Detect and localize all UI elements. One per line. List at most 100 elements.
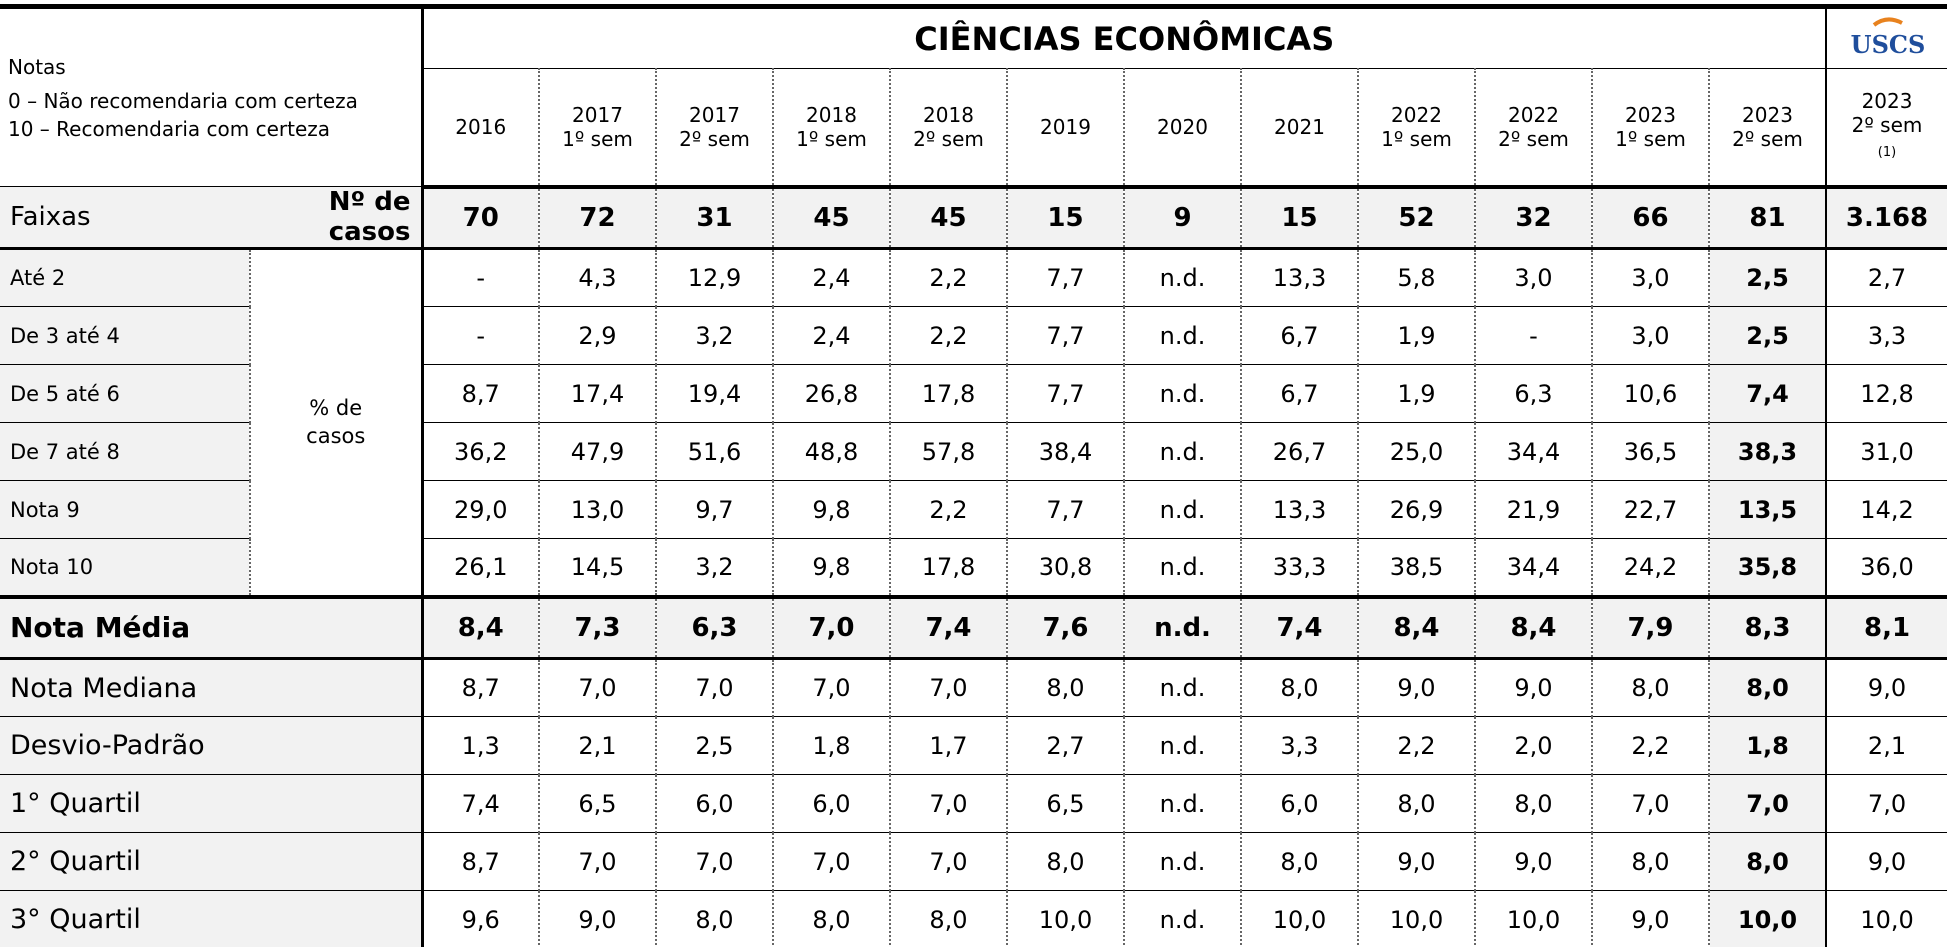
row-label: Nota 10 <box>0 538 251 597</box>
column-header: 2018 1º sem <box>772 68 890 189</box>
stat-value: 7,0 <box>772 658 890 717</box>
stat-value: n.d. <box>1123 716 1241 775</box>
column-header: 2019 <box>1006 68 1124 189</box>
row-label: De 3 até 4 <box>0 306 251 365</box>
percent-value: - <box>1474 306 1592 365</box>
column-year: 2019 <box>1040 114 1091 139</box>
percent-value: - <box>420 248 539 307</box>
row-label: Faixas <box>0 186 250 250</box>
table-row: 3° Quartil 9,6 9,0 8,0 8,0 8,0 10,0 n.d. 10,0 10,… <box>0 890 1947 947</box>
percent-value: 36,5 <box>1591 422 1709 481</box>
percent-value: 36,0 <box>1825 538 1947 597</box>
case-count: 15 <box>1006 186 1124 250</box>
case-count: 70 <box>420 186 539 250</box>
row-label: Nota Mediana <box>0 658 422 717</box>
stat-value: 7,4 <box>420 774 539 833</box>
stat-value: 7,0 <box>772 832 890 891</box>
percent-value: 7,7 <box>1006 364 1124 423</box>
stat-value: n.d. <box>1123 890 1241 947</box>
stat-value: 9,0 <box>1474 658 1592 717</box>
stat-value: 9,0 <box>1474 832 1592 891</box>
stat-value: 10,0 <box>1474 890 1592 947</box>
percent-value: 21,9 <box>1474 480 1592 539</box>
percent-value: 2,4 <box>772 306 890 365</box>
percent-value: 3,0 <box>1591 248 1709 307</box>
note-line: 0 – Não recomendaria com certeza <box>8 88 358 113</box>
stat-value: 9,0 <box>538 890 656 947</box>
case-count: 32 <box>1474 186 1592 250</box>
percent-value: 22,7 <box>1591 480 1709 539</box>
logo-mark: USCS <box>1851 17 1925 59</box>
stat-value: 8,0 <box>1707 832 1827 891</box>
logo-arc <box>1872 17 1903 27</box>
column-semester: 1º sem <box>1615 126 1686 151</box>
stat-value: 6,0 <box>655 774 773 833</box>
column-semester: 1º sem <box>796 126 867 151</box>
table-title: CIÊNCIAS ECONÔMICAS <box>420 4 1827 69</box>
stat-value: 2,2 <box>1591 716 1709 775</box>
percent-value: 48,8 <box>772 422 890 481</box>
case-count: 81 <box>1707 186 1827 250</box>
percent-value: 47,9 <box>538 422 656 481</box>
stat-value: 2,2 <box>1357 716 1475 775</box>
column-year: 2023 <box>1861 88 1913 113</box>
percent-value: 24,2 <box>1591 538 1709 597</box>
case-count: 45 <box>772 186 890 250</box>
row-label: De 5 até 6 <box>0 364 251 423</box>
percent-value: 33,3 <box>1240 538 1358 597</box>
stat-value: 2,1 <box>538 716 656 775</box>
stat-value: 9,6 <box>420 890 539 947</box>
mean-value: 7,0 <box>772 594 890 660</box>
table-row: De 5 até 6 8,7 17,4 19,4 26,8 17,8 7,7 n.d. 6,7 1… <box>0 364 1947 423</box>
table-row: Nota 9 29,0 13,0 9,7 9,8 2,2 7,7 n.d. 13,3 26,9 21… <box>0 480 1947 539</box>
mean-value: n.d. <box>1123 594 1241 660</box>
stat-value: 7,0 <box>1825 774 1947 833</box>
percent-value: n.d. <box>1123 480 1241 539</box>
stat-value: 8,0 <box>1591 832 1709 891</box>
percent-value: 12,9 <box>655 248 773 307</box>
percent-value: 34,4 <box>1474 422 1592 481</box>
percent-value: 2,2 <box>889 248 1007 307</box>
stat-value: 8,0 <box>1006 832 1124 891</box>
stat-value: 7,0 <box>655 658 773 717</box>
stat-value: 6,0 <box>1240 774 1358 833</box>
stat-value: 8,0 <box>1006 658 1124 717</box>
percent-value: 51,6 <box>655 422 773 481</box>
stat-value: 8,0 <box>1591 658 1709 717</box>
percent-value: 2,5 <box>1707 248 1827 307</box>
stat-value: 8,0 <box>889 890 1007 947</box>
case-count: 3.168 <box>1825 186 1947 250</box>
stat-value: 8,0 <box>655 890 773 947</box>
case-count: 15 <box>1240 186 1358 250</box>
percent-value: 2,9 <box>538 306 656 365</box>
stat-value: 3,3 <box>1240 716 1358 775</box>
note-line: 10 – Recomendaria com certeza <box>8 116 331 141</box>
group-label: % de casos <box>250 248 422 597</box>
percent-value: 9,8 <box>772 538 890 597</box>
percent-value: - <box>420 306 539 365</box>
percent-value: 2,7 <box>1825 248 1947 307</box>
row-label: 3° Quartil <box>0 890 422 947</box>
stat-value: 8,0 <box>1240 658 1358 717</box>
percent-value: 29,0 <box>420 480 539 539</box>
stat-value: 10,0 <box>1825 890 1947 947</box>
mean-value: 8,4 <box>1357 594 1475 660</box>
percent-value: 7,7 <box>1006 480 1124 539</box>
column-semester: 2º sem <box>679 126 750 151</box>
row-label: Nota Média <box>0 594 422 660</box>
percent-value: 3,3 <box>1825 306 1947 365</box>
percent-value: 6,7 <box>1240 306 1358 365</box>
percent-value: 17,8 <box>889 364 1007 423</box>
percent-value: 34,4 <box>1474 538 1592 597</box>
stat-value: 1,8 <box>772 716 890 775</box>
percent-value: 10,6 <box>1591 364 1709 423</box>
table-row: 1° Quartil 7,4 6,5 6,0 6,0 7,0 6,5 n.d. 6,0 8,0 8,… <box>0 774 1947 833</box>
mean-value: 8,3 <box>1707 594 1827 660</box>
stat-value: 9,0 <box>1357 832 1475 891</box>
column-header: 2017 2º sem <box>655 68 773 189</box>
table-row: Nota Média 8,4 7,3 6,3 7,0 7,4 7,6 n.d. 7,4 8,4 8,… <box>0 594 1947 660</box>
stat-value: 10,0 <box>1240 890 1358 947</box>
column-header: 2023 2º sem (1) <box>1825 68 1947 189</box>
percent-value: 35,8 <box>1707 538 1827 597</box>
table-row: Até 2% de casos -4,3 12,9 2,4 2,2 7,7 n.d. 13,3… <box>0 248 1947 597</box>
